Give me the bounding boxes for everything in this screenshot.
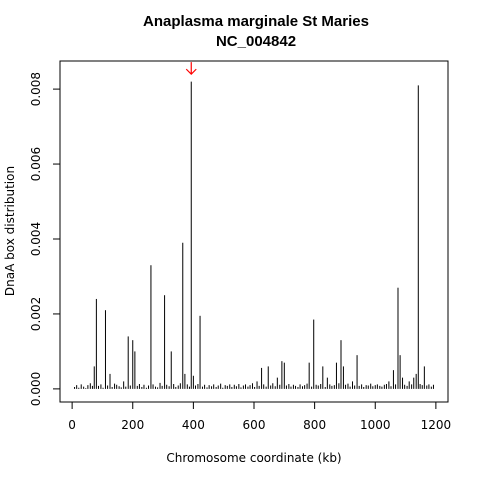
bars-group [74,81,434,389]
y-tick-label: 0.000 [29,372,43,406]
y-tick-label: 0.004 [29,222,43,256]
x-axis: 0 200 400 600 800 1000 1200 [68,401,452,432]
chart-subtitle: NC_004842 [216,33,296,50]
x-tick-label: 800 [303,418,326,432]
x-tick-label: 0 [68,418,76,432]
x-tick-label: 600 [243,418,266,432]
origin-arrow-icon [185,62,197,75]
x-tick-label: 1000 [360,418,391,432]
plot-frame [59,60,449,403]
x-tick-label: 1200 [421,418,452,432]
y-axis: 0.000 0.002 0.004 0.006 0.008 [29,72,61,406]
y-tick-label: 0.002 [29,297,43,331]
x-tick-label: 200 [121,418,144,432]
x-axis-label: Chromosome coordinate (kb) [166,451,341,465]
annotation-group [185,62,197,75]
chart-title: Anaplasma marginale St Maries [143,13,369,30]
x-tick-label: 400 [182,418,205,432]
y-tick-label: 0.006 [29,147,43,181]
y-tick-label: 0.008 [29,72,43,106]
y-axis-label: DnaA box distribution [3,166,17,296]
